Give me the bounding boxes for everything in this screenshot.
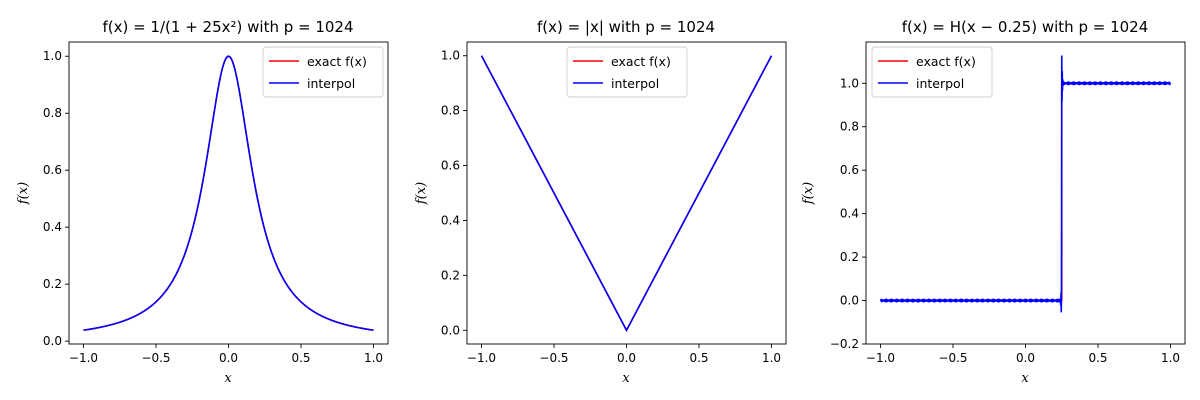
x-tick-label: 1.0 (364, 351, 383, 365)
y-axis-label: f(x) (801, 182, 816, 205)
x-tick-label: 0.0 (1016, 351, 1035, 365)
legend-box (566, 46, 688, 98)
x-tick-label: 0.5 (291, 351, 310, 365)
legend-box (262, 46, 384, 98)
x-tick-label: −0.5 (141, 351, 170, 365)
panel-title: f(x) = H(x − 0.25) with p = 1024 (902, 18, 1149, 36)
y-tick-label: −0.2 (830, 337, 859, 351)
y-tick-label: 0.0 (840, 294, 859, 308)
legend-label-interpol: interpol (611, 76, 659, 91)
legend: exact f(x) interpol (262, 46, 384, 98)
x-tick-label: −1.0 (866, 351, 895, 365)
legend-label-exact: exact f(x) (307, 54, 367, 69)
y-tick-label: 1.0 (43, 49, 62, 63)
y-tick-label: 0.4 (441, 213, 460, 227)
x-axis-label: x (224, 371, 232, 386)
tick-group: −1.0 −0.5 0.0 0.5 1.0 0.0 0.2 0.4 0.6 0.8 1.0 (441, 49, 781, 365)
x-axis-label: x (1021, 371, 1029, 386)
x-tick-label: −1.0 (467, 351, 496, 365)
y-axis-label: f(x) (16, 182, 31, 205)
legend: exact f(x) interpol (566, 46, 688, 98)
x-axis-label: x (622, 371, 630, 386)
y-tick-label: 0.2 (43, 277, 62, 291)
y-tick-label: 0.6 (441, 159, 460, 173)
panel-title: f(x) = |x| with p = 1024 (537, 18, 715, 36)
y-tick-label: 0.2 (441, 268, 460, 282)
series-line-interpol (480, 55, 773, 332)
y-tick-label: 0.6 (840, 163, 859, 177)
series-line-interpol (83, 55, 374, 331)
x-tick-label: 0.0 (219, 351, 238, 365)
y-tick-label: 0.2 (840, 250, 859, 264)
x-tick-label: 1.0 (1161, 351, 1180, 365)
legend: exact f(x) interpol (871, 46, 993, 98)
y-tick-label: 0.0 (43, 334, 62, 348)
legend-box (871, 46, 993, 98)
x-tick-label: 1.0 (762, 351, 781, 365)
legend-label-interpol: interpol (916, 76, 964, 91)
y-tick-label: 0.4 (840, 207, 859, 221)
y-tick-label: 1.0 (441, 49, 460, 63)
x-tick-label: −1.0 (69, 351, 98, 365)
panel-runge: f(x) = 1/(1 + 25x²) with p = 1024 −1.0 −0… (16, 18, 389, 386)
y-tick-label: 0.0 (441, 323, 460, 337)
y-tick-label: 0.8 (441, 104, 460, 118)
x-tick-label: −0.5 (938, 351, 967, 365)
x-tick-label: 0.5 (1088, 351, 1107, 365)
y-tick-label: 0.6 (43, 163, 62, 177)
legend-label-exact: exact f(x) (611, 54, 671, 69)
tick-group: −1.0 −0.5 0.0 0.5 1.0 0.0 0.2 0.4 0.6 0.8 1.0 (43, 49, 383, 365)
legend-label-interpol: interpol (307, 76, 355, 91)
y-tick-label: 0.8 (43, 106, 62, 120)
x-tick-label: −0.5 (539, 351, 568, 365)
y-tick-label: 0.4 (43, 220, 62, 234)
panel-title: f(x) = 1/(1 + 25x²) with p = 1024 (102, 18, 353, 36)
x-tick-label: 0.5 (689, 351, 708, 365)
panel-abs: f(x) = |x| with p = 1024 −1.0 −0.5 0.0 0.5 1… (414, 18, 787, 386)
panel-heaviside: f(x) = H(x − 0.25) with p = 1024 −1.0 −0.… (801, 18, 1186, 386)
y-axis-label: f(x) (414, 182, 429, 205)
tick-group: −1.0 −0.5 0.0 0.5 1.0 −0.2 0.0 0.2 0.4 0.6 0.8 1.0 (830, 76, 1180, 365)
legend-label-exact: exact f(x) (916, 54, 976, 69)
y-tick-label: 0.8 (840, 120, 859, 134)
y-tick-label: 1.0 (840, 76, 859, 90)
x-tick-label: 0.0 (617, 351, 636, 365)
series-line-interpol (879, 55, 1172, 313)
